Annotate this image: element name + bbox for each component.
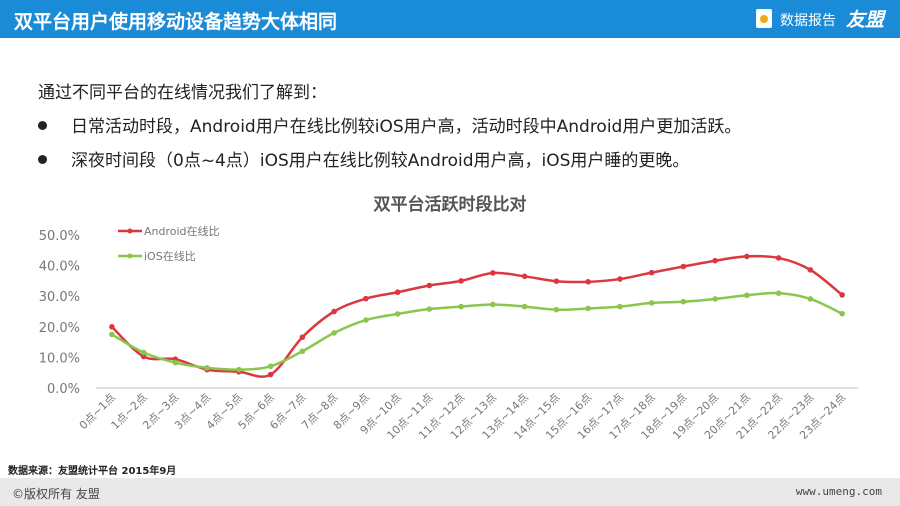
legend-marker-android — [127, 228, 133, 234]
bullet-dot-icon — [38, 154, 47, 164]
ios-data-point — [680, 298, 687, 305]
website-url: www.umeng.com — [795, 485, 882, 498]
android-data-point — [299, 334, 306, 341]
legend-label-android: Android在线比 — [144, 224, 220, 238]
ios-data-point — [267, 363, 274, 370]
android-data-point — [648, 269, 655, 276]
legend-marker-ios — [127, 253, 133, 259]
ios-data-point — [331, 330, 337, 336]
android-data-point — [553, 278, 560, 285]
ios-data-point — [458, 303, 464, 310]
line-chart: 双平台活跃时段比对 Android在线比 iOS在线比 0.0% 10.0% 20.… — [39, 194, 858, 442]
ios-data-point — [839, 310, 845, 317]
intro-text: 通过不同平台的在线情况我们了解到： — [38, 83, 327, 103]
android-data-point — [680, 263, 687, 270]
android-data-point — [617, 276, 623, 282]
android-data-point — [394, 289, 401, 296]
copyright-text: ©版权所有 友盟 — [12, 487, 100, 501]
android-data-point — [585, 279, 591, 285]
android-data-point — [775, 255, 782, 261]
android-data-point — [267, 371, 274, 378]
bullet-dot-icon — [38, 120, 47, 130]
brand-report-label: 数据报告 — [780, 13, 836, 29]
android-data-point — [712, 257, 718, 264]
bullet-item: 日常活动时段，Android用户在线比例较iOS用户高，活动时段中Android… — [38, 112, 741, 137]
ios-data-point — [204, 365, 210, 371]
ios-data-point — [775, 290, 782, 296]
android-data-point — [140, 353, 147, 360]
android-data-point — [331, 308, 337, 315]
ios-data-point — [394, 311, 401, 317]
bullet-text: 日常活动时段，Android用户在线比例较iOS用户高，活动时段中Android… — [71, 117, 742, 137]
android-data-point — [458, 278, 464, 284]
ios-data-point — [236, 366, 242, 373]
android-data-point — [744, 253, 750, 260]
data-source: 数据来源：友盟统计平台 2015年9月 — [8, 466, 177, 477]
android-data-point — [521, 273, 528, 280]
ios-data-point — [172, 359, 179, 366]
android-data-point — [363, 295, 369, 302]
y-tick-label: 0.0% — [47, 382, 80, 397]
android-data-point — [839, 292, 845, 298]
y-tick-label: 50.0% — [39, 229, 80, 244]
android-data-point — [426, 282, 433, 289]
ios-data-point — [712, 296, 718, 302]
ios-data-point — [490, 301, 496, 308]
android-data-point — [807, 267, 814, 273]
y-tick-label: 30.0% — [39, 290, 80, 305]
ios-data-point — [648, 300, 655, 306]
bullet-item: 深夜时间段（0点~4点）iOS用户在线比例较Android用户高，iOS用户睡的… — [38, 146, 689, 171]
ios-series-line — [111, 291, 843, 371]
legend-label-ios: iOS在线比 — [144, 249, 196, 263]
ios-data-point — [617, 303, 623, 310]
ios-data-point — [744, 292, 750, 299]
y-tick-label: 20.0% — [39, 321, 80, 336]
ios-data-point — [109, 331, 115, 338]
page-title: 双平台用户使用移动设备趋势大体相同 — [14, 11, 338, 33]
report-icon — [756, 9, 772, 28]
brand-logo: 友盟 — [846, 9, 885, 31]
y-tick-label: 10.0% — [39, 351, 80, 366]
ios-data-point — [585, 305, 591, 312]
chart-legend: Android在线比 iOS在线比 — [118, 224, 220, 263]
android-data-point — [109, 324, 115, 330]
chart-title: 双平台活跃时段比对 — [374, 194, 527, 215]
ios-data-point — [553, 306, 560, 313]
header-bar: 双平台用户使用移动设备趋势大体相同 数据报告 友盟 — [0, 0, 900, 38]
ios-data-point — [521, 303, 528, 310]
ios-data-point — [299, 348, 306, 355]
android-data-point — [490, 270, 496, 276]
bullet-text: 深夜时间段（0点~4点）iOS用户在线比例较Android用户高，iOS用户睡的… — [71, 151, 690, 171]
ios-data-point — [140, 349, 147, 356]
ios-data-point — [426, 306, 433, 312]
ios-data-point — [807, 296, 814, 302]
y-tick-label: 40.0% — [39, 260, 80, 275]
footer-bar: ©版权所有 友盟 www.umeng.com — [0, 478, 900, 506]
android-series-line — [111, 254, 843, 378]
ios-data-point — [363, 317, 369, 323]
